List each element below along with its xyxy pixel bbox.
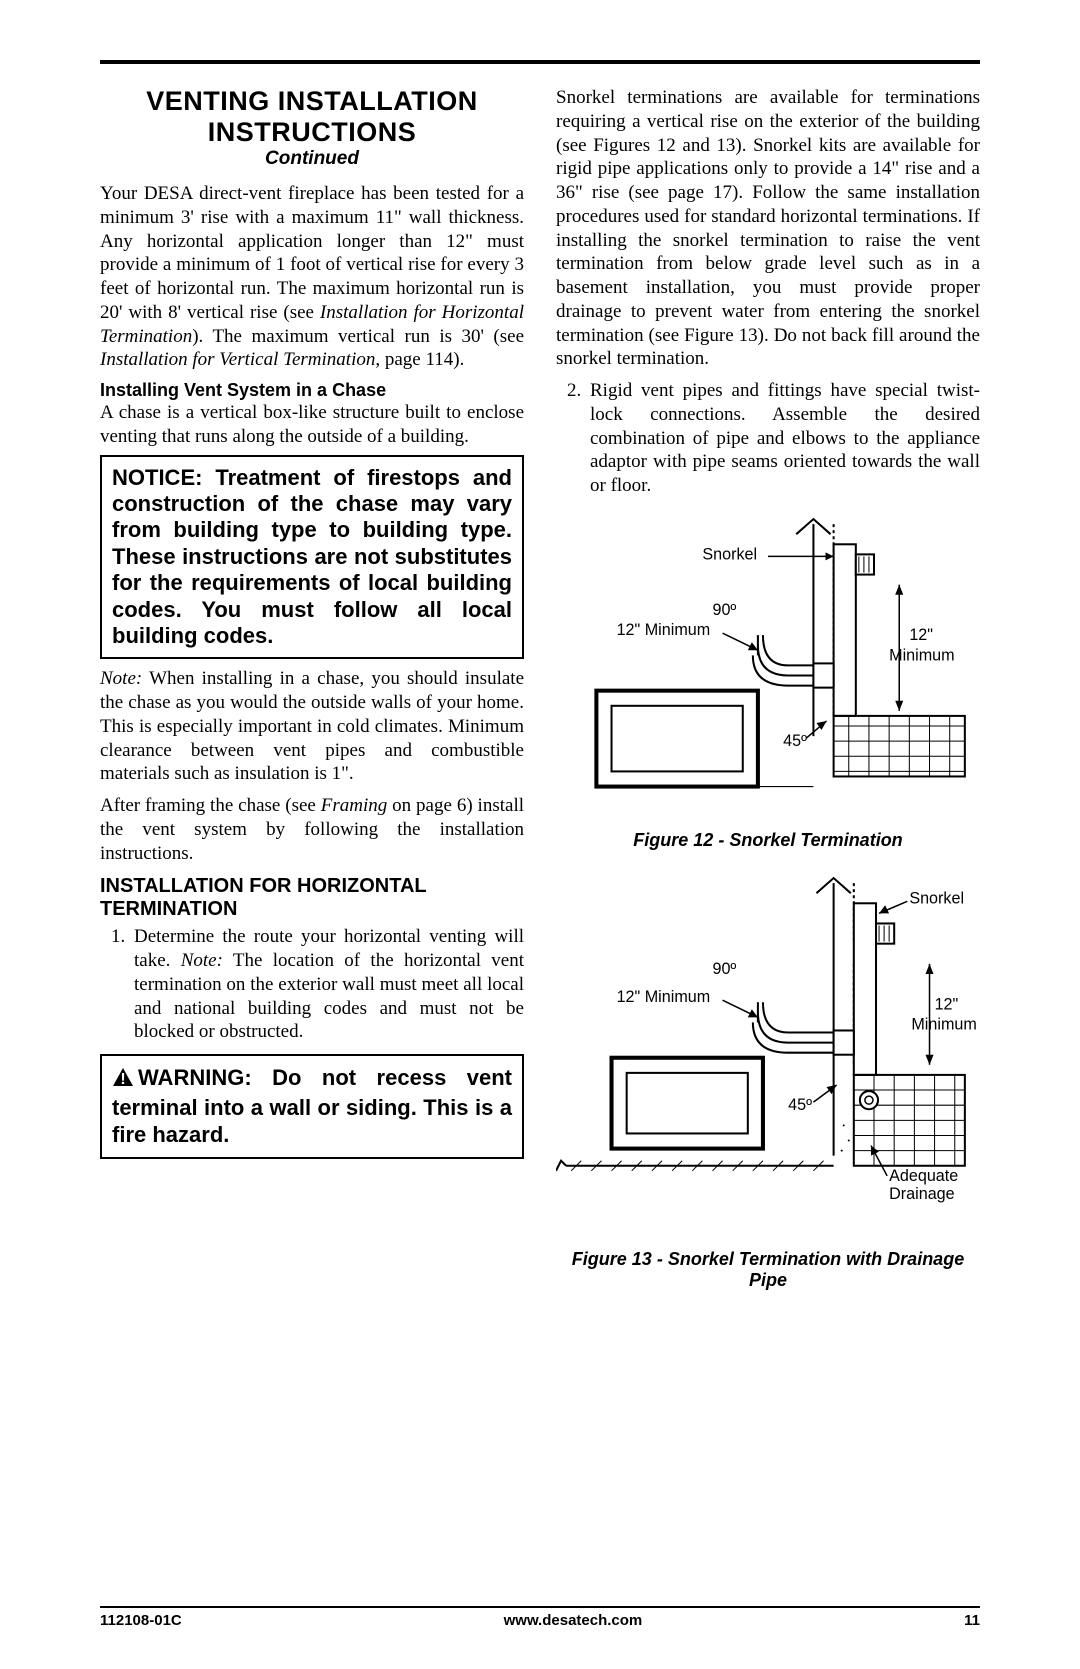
warning-box: ! WARNING: Do not recess vent terminal i…: [100, 1054, 524, 1159]
svg-text:!: !: [120, 1071, 125, 1087]
label-45: 45º: [788, 1096, 812, 1114]
list-item: Determine the route your horizontal vent…: [130, 925, 524, 1044]
paragraph-1: Your DESA direct-vent fireplace has been…: [100, 182, 524, 372]
subhead-chase: Installing Vent System in a Chase: [100, 380, 524, 401]
figure-13: Snorkel 90º 12" Minimum 45º 1: [556, 873, 980, 1236]
title-line-1: VENTING INSTALLATION: [146, 86, 477, 116]
top-rule: [100, 60, 980, 64]
label-12min-right-a: 12": [909, 626, 933, 644]
paragraph-2: A chase is a vertical box-like structure…: [100, 401, 524, 449]
notice-box: NOTICE: Treatment of firestops and const…: [100, 455, 524, 660]
warning-icon: !: [112, 1066, 134, 1094]
continued-label: Continued: [100, 148, 524, 170]
label-snorkel: Snorkel: [702, 545, 757, 563]
paragraph-snorkel: Snorkel terminations are available for t…: [556, 86, 980, 371]
list-item: Rigid vent pipes and fittings have speci…: [586, 379, 980, 498]
right-column: Snorkel terminations are available for t…: [556, 86, 980, 1305]
label-12min-right-b: Minimum: [911, 1015, 976, 1033]
label-12min-left: 12" Minimum: [617, 621, 711, 639]
label-90: 90º: [712, 601, 736, 619]
numbered-list-right: Rigid vent pipes and fittings have speci…: [556, 379, 980, 498]
page-footer: 112108-01C www.desatech.com 11: [100, 1606, 980, 1629]
label-90: 90º: [712, 960, 736, 978]
left-column: VENTING INSTALLATION INSTRUCTIONS Contin…: [100, 86, 524, 1305]
label-snorkel: Snorkel: [909, 889, 964, 907]
figure-12-caption: Figure 12 - Snorkel Termination: [556, 830, 980, 851]
figure-13-caption: Figure 13 - Snorkel Termination with Dra…: [556, 1249, 980, 1291]
figure-12: Snorkel 90º 12" Minimum 45º: [556, 514, 980, 817]
label-12min-left: 12" Minimum: [617, 988, 711, 1006]
label-45: 45º: [783, 732, 807, 750]
numbered-list-left: Determine the route your horizontal vent…: [100, 925, 524, 1044]
page-title: VENTING INSTALLATION INSTRUCTIONS: [100, 86, 524, 148]
label-drainage-1: Adequate: [889, 1166, 958, 1184]
paragraph-3: Note: When installing in a chase, you sh…: [100, 667, 524, 786]
title-line-2: INSTRUCTIONS: [208, 117, 417, 147]
label-drainage-2: Drainage: [889, 1185, 955, 1203]
footer-rule: [100, 1606, 980, 1608]
section-horizontal-termination: INSTALLATION FOR HORIZONTAL TERMINATION: [100, 875, 524, 921]
paragraph-4: After framing the chase (see Framing on …: [100, 794, 524, 865]
footer-doc-number: 112108-01C: [100, 1612, 182, 1629]
label-12min-right-b: Minimum: [889, 646, 954, 664]
footer-page-number: 11: [964, 1612, 980, 1629]
label-12min-right-a: 12": [935, 995, 959, 1013]
footer-url: www.desatech.com: [504, 1612, 643, 1629]
two-column-layout: VENTING INSTALLATION INSTRUCTIONS Contin…: [100, 86, 980, 1305]
